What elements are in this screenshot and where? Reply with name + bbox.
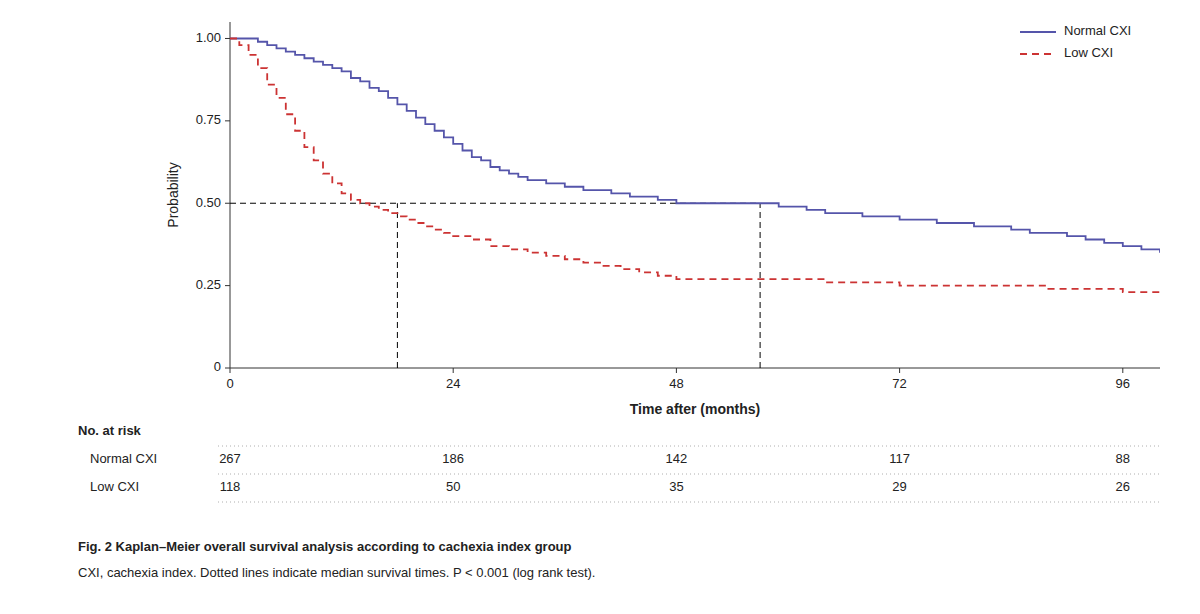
- at-risk-table: No. at risk Normal CXI 267 186 142 117 88 Low C…: [78, 423, 1160, 502]
- caption: Fig. 2 Kaplan–Meier overall survival ana…: [78, 539, 572, 554]
- at-risk-separator: [218, 474, 1160, 475]
- at-risk-value: 142: [666, 451, 688, 466]
- x-tick-label: 24: [446, 376, 460, 391]
- at-risk-header: No. at risk: [78, 423, 142, 438]
- legend: Normal CXI Low CXI: [1020, 23, 1131, 60]
- x-tick: [230, 368, 231, 373]
- at-risk-row-label: Low CXI: [90, 479, 139, 494]
- y-tick-label: 0.50: [196, 195, 221, 210]
- y-tick: [225, 285, 230, 286]
- at-risk-value: 26: [1116, 479, 1130, 494]
- y-tick-label: 0.75: [196, 112, 221, 127]
- y-tick-label: 0: [214, 359, 221, 374]
- survival-curve: [230, 38, 1160, 292]
- x-tick-label: 72: [892, 376, 906, 391]
- y-tick: [225, 38, 230, 39]
- at-risk-separator: [218, 446, 1160, 447]
- y-tick: [225, 368, 230, 369]
- x-axis-line: [230, 368, 1160, 369]
- y-tick: [225, 120, 230, 121]
- at-risk-value: 117: [889, 451, 910, 466]
- x-tick: [1122, 368, 1123, 373]
- at-risk-separator: [218, 502, 1160, 503]
- at-risk-value: 50: [446, 479, 460, 494]
- y-tick-label: 0.25: [196, 277, 221, 292]
- y-tick: [225, 203, 230, 204]
- plot-area: [230, 38, 1160, 368]
- at-risk-value: 118: [220, 479, 241, 494]
- y-tick-label: 1.00: [196, 30, 221, 45]
- survival-curve: [230, 38, 1160, 252]
- x-axis-label: Time after (months): [630, 401, 760, 417]
- x-tick-label: 0: [226, 376, 233, 391]
- legend-label: Normal CXI: [1064, 23, 1131, 38]
- legend-swatch: [1020, 31, 1056, 33]
- at-risk-value: 186: [442, 451, 464, 466]
- at-risk-value: 29: [892, 479, 906, 494]
- median-line-vertical: [397, 203, 398, 368]
- chart: 0 0.25 0.50 0.75 1.00 0 24 48 72 96 Probability Tim…: [0, 0, 1200, 614]
- y-axis-label: Probability: [165, 162, 181, 227]
- x-tick: [899, 368, 900, 373]
- at-risk-value: 267: [219, 451, 241, 466]
- median-line-vertical: [760, 203, 761, 368]
- x-tick-label: 48: [669, 376, 683, 391]
- legend-swatch: [1020, 53, 1056, 55]
- y-axis-line: [230, 22, 231, 368]
- x-tick: [453, 368, 454, 373]
- at-risk-value: 88: [1116, 451, 1130, 466]
- caption-note: CXI, cachexia index. Dotted lines indica…: [78, 565, 596, 580]
- x-tick-label: 96: [1116, 376, 1130, 391]
- x-tick: [676, 368, 677, 373]
- at-risk-row-label: Normal CXI: [90, 451, 157, 466]
- median-lines: [230, 203, 760, 368]
- legend-label: Low CXI: [1064, 45, 1113, 60]
- at-risk-value: 35: [669, 479, 683, 494]
- axes: 0 0.25 0.50 0.75 1.00 0 24 48 72 96 Probability Tim…: [165, 22, 1160, 417]
